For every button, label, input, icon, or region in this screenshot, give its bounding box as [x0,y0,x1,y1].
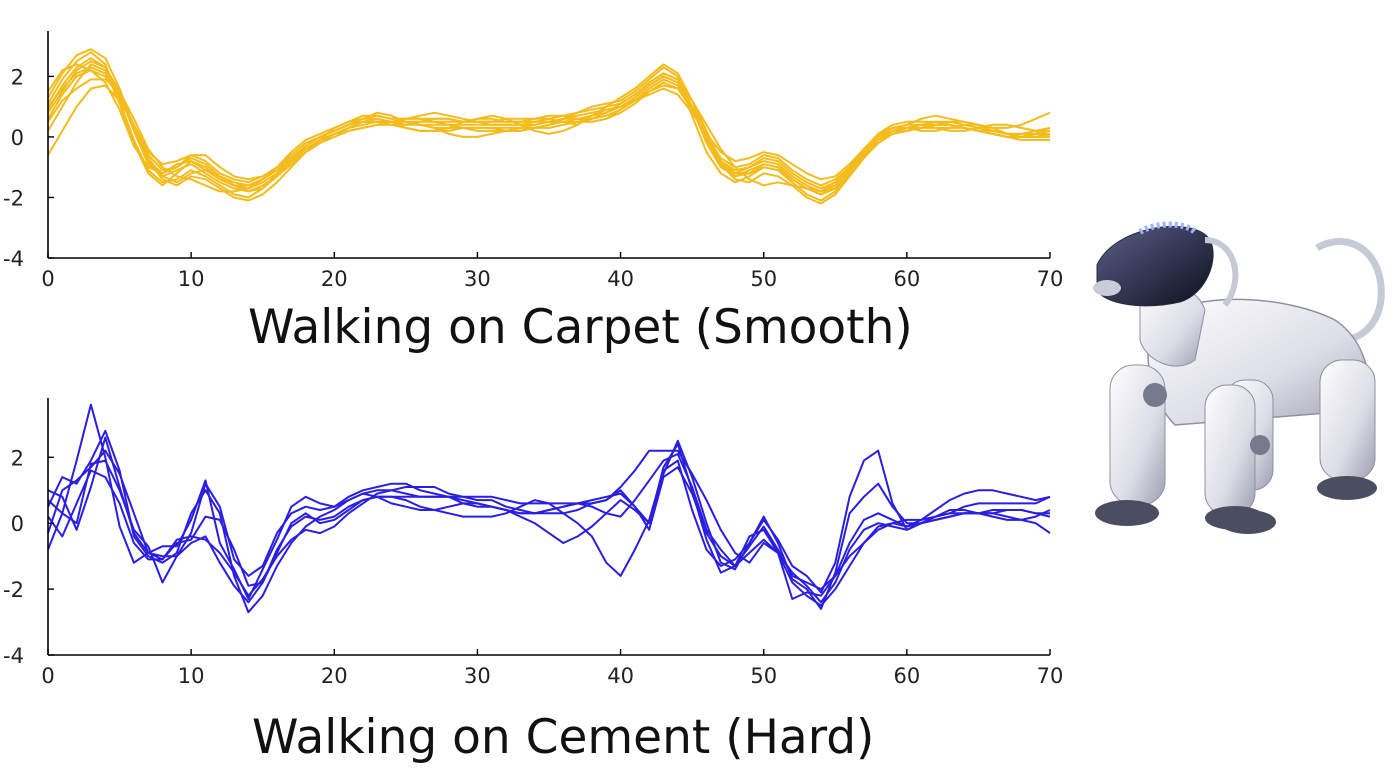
series-line-3 [47,439,1051,594]
head-lights [1138,221,1198,235]
series-line-10 [47,60,1051,196]
tail [1315,238,1385,342]
head-visor [1096,225,1214,307]
robot-dog-image [1093,221,1385,534]
snout [1093,280,1121,296]
x-tick-label: 60 [893,267,920,291]
x-tick-label: 60 [893,664,920,688]
y-tick-label: -2 [3,578,24,602]
y-tick-label: 0 [11,512,24,536]
x-tick-label: 50 [750,267,777,291]
y-tick-label: 2 [11,65,24,89]
x-tick-label: 10 [178,664,205,688]
x-tick-label: 0 [41,267,54,291]
x-tick-label: 20 [321,267,348,291]
series-line-4 [47,459,1051,610]
x-tick-label: 70 [1037,664,1064,688]
series-line-8 [47,78,1051,193]
series-line-6 [47,429,1051,614]
front-left-paw [1095,500,1159,526]
front-right-leg [1204,384,1256,516]
series-line-7 [47,63,1051,190]
y-tick-label: -4 [3,247,24,271]
hip-joint [1250,435,1270,455]
back-left-leg [1319,359,1376,481]
x-tick-label: 40 [607,664,634,688]
carpet-chart-title: Walking on Carpet (Smooth) [248,300,913,355]
series-line-2 [47,436,1051,607]
x-tick-label: 30 [464,664,491,688]
front-right-paw [1205,506,1265,530]
cement-chart-title: Walking on Cement (Hard) [252,710,875,765]
shoulder-joint [1143,383,1167,407]
y-tick-label: -2 [3,186,24,210]
x-tick-label: 20 [321,664,348,688]
back-left-paw [1317,476,1377,500]
x-tick-label: 70 [1037,267,1064,291]
series-line-5 [47,466,1051,604]
y-tick-label: 2 [11,446,24,470]
y-tick-label: 0 [11,126,24,150]
x-tick-label: 50 [750,664,777,688]
x-tick-label: 30 [464,267,491,291]
ear [1204,237,1239,307]
x-tick-label: 10 [178,267,205,291]
y-tick-label: -4 [3,644,24,668]
x-tick-label: 40 [607,267,634,291]
x-tick-label: 0 [41,664,54,688]
